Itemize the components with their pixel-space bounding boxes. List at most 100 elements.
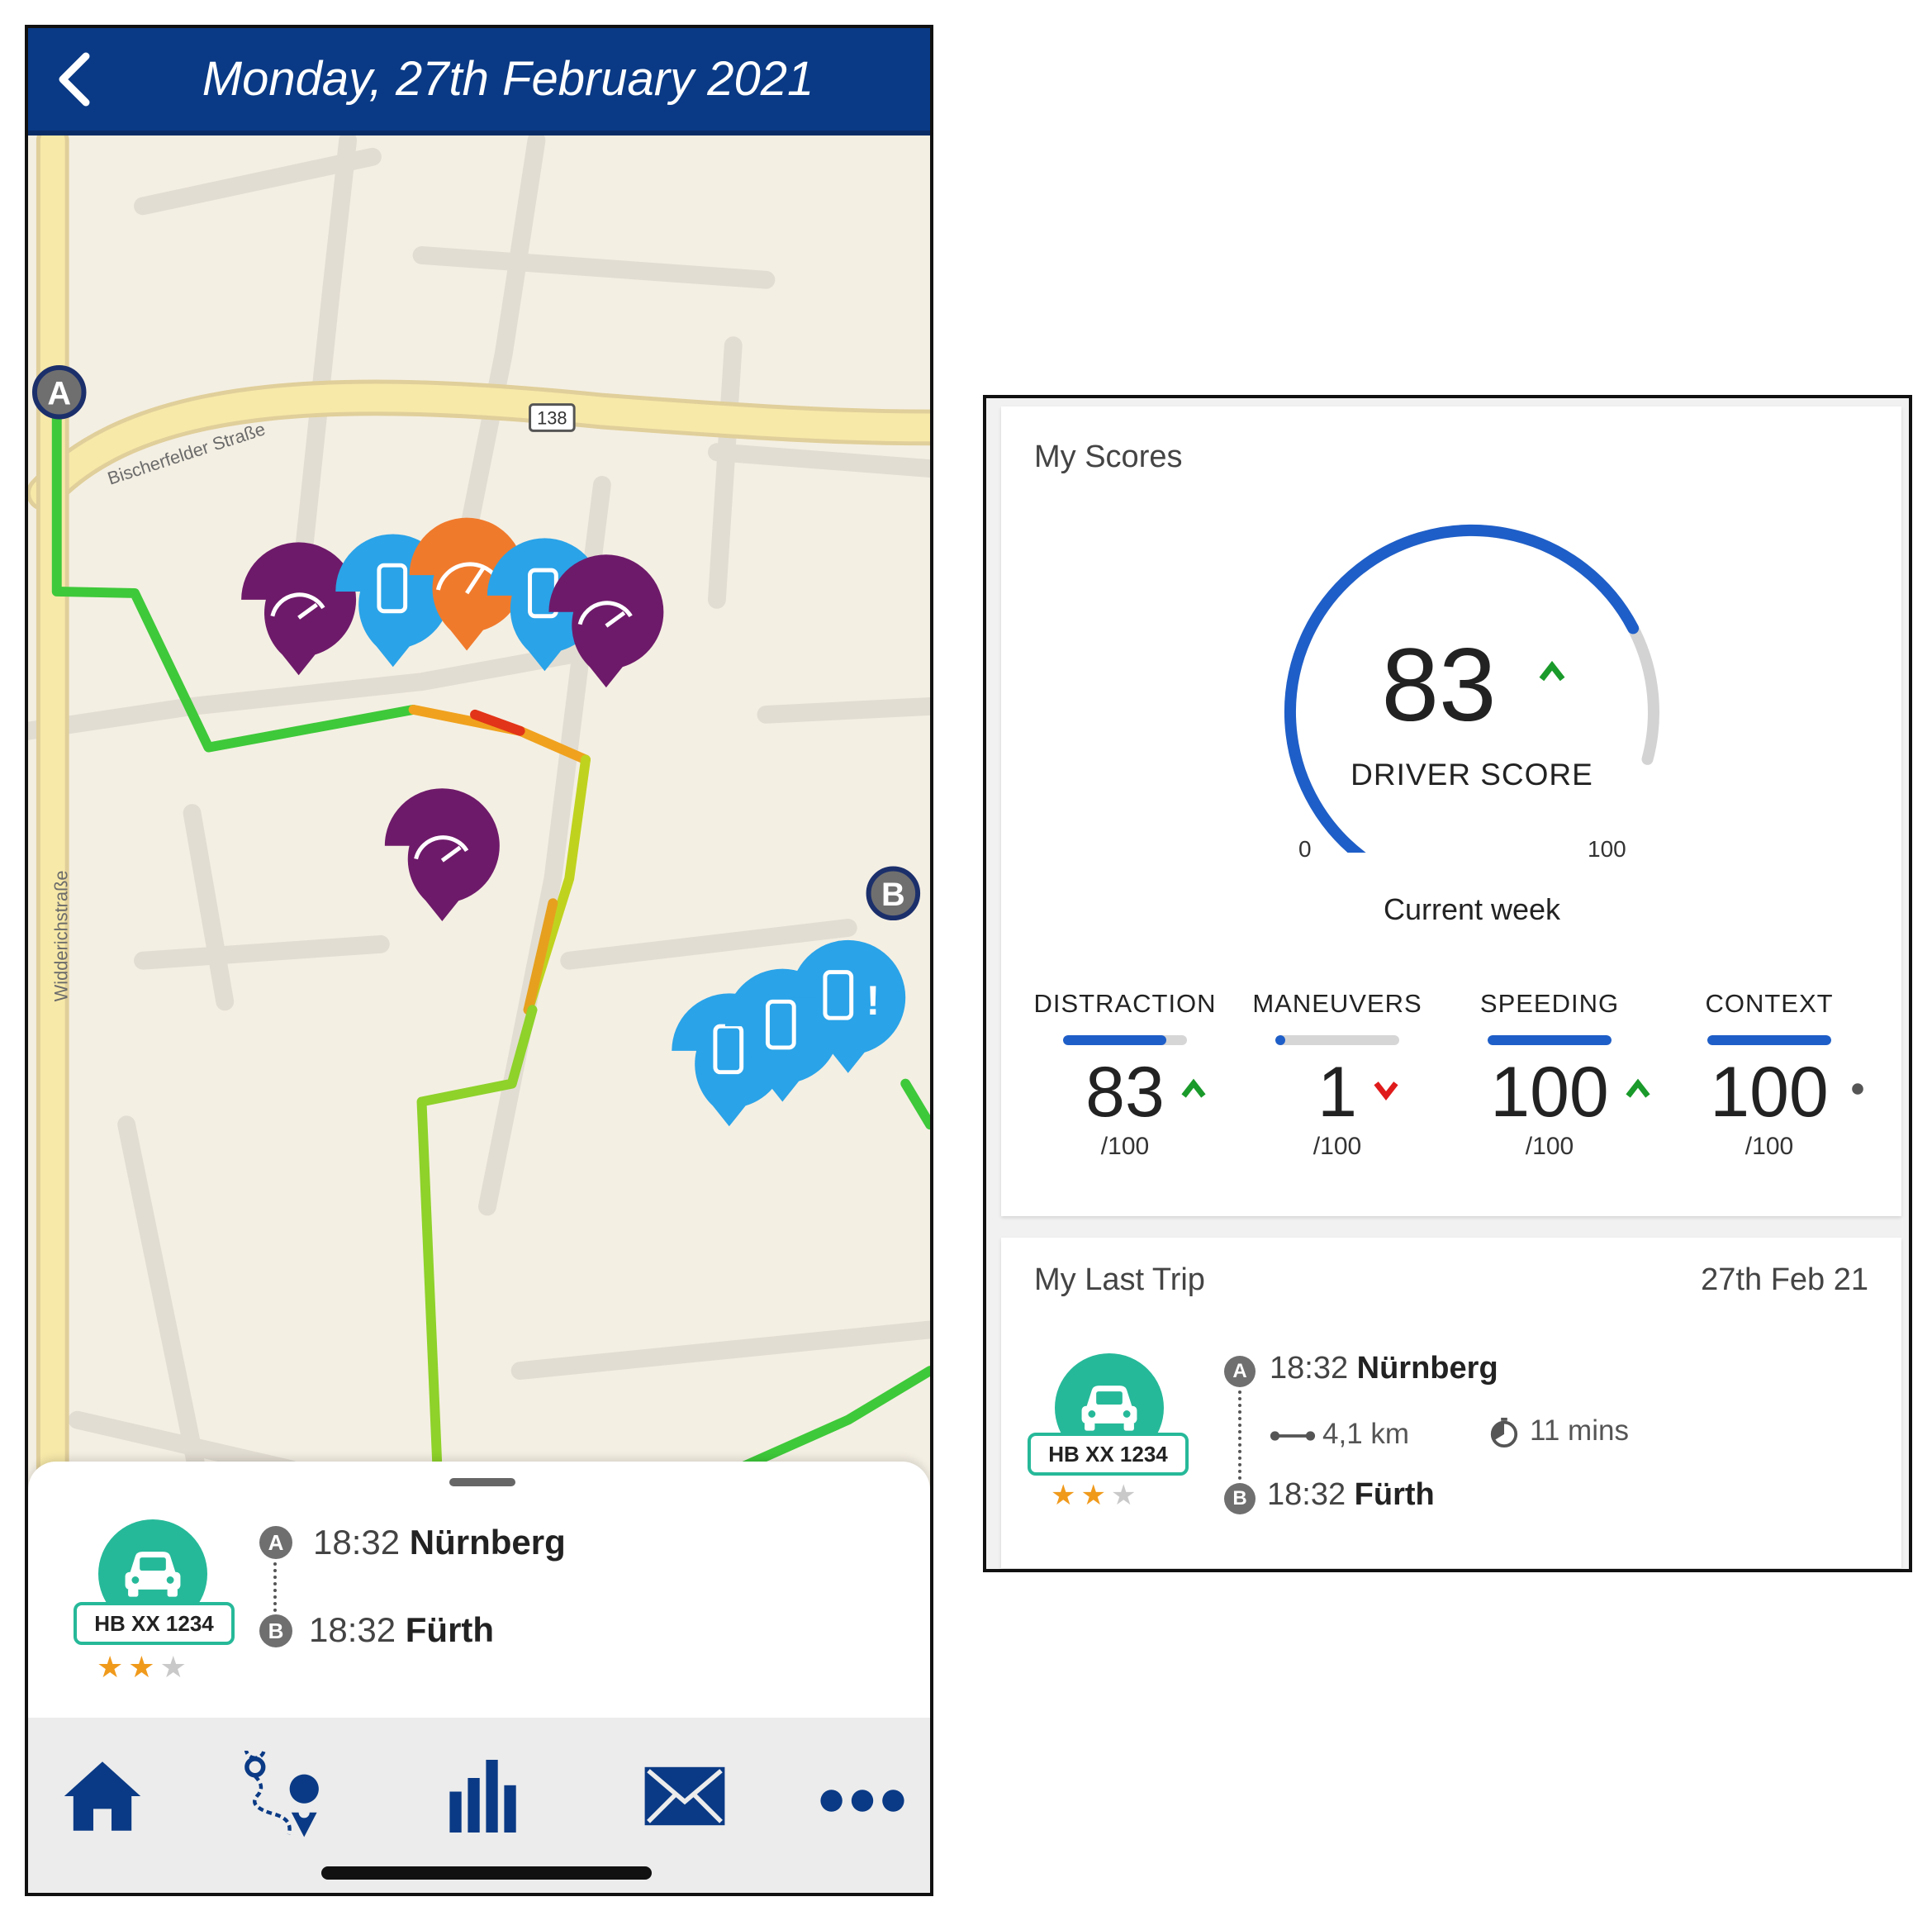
driver-score-number: 83 (1381, 628, 1497, 743)
start-badge: A (1224, 1356, 1256, 1387)
gauge-min-label: 0 (1298, 836, 1312, 862)
trip-route (51, 385, 930, 1490)
start-marker[interactable]: A (31, 364, 87, 420)
star-filled-icon: ★ (97, 1650, 129, 1684)
home-indicator[interactable] (321, 1866, 652, 1880)
route-shield-number: 138 (537, 407, 567, 428)
my-scores-card[interactable]: My Scores 83 DRIVER SCORE 0 100 Current … (1001, 406, 1901, 1216)
trip-summary-sheet[interactable]: HB XX 1234 ★★★ A B 18:32 Nürnberg 18:32 … (28, 1462, 930, 1718)
end-badge: B (259, 1614, 292, 1647)
trip-end-time: 18:32 (309, 1610, 396, 1649)
metric-distraction[interactable]: DISTRACTION 83 /100 (1018, 989, 1232, 1161)
trip-end: 18:32 Fürth (309, 1610, 494, 1650)
start-marker-label: A (47, 376, 71, 412)
home-icon[interactable] (57, 1751, 148, 1842)
trend-up-icon (1626, 1078, 1650, 1098)
trip-distance: 4,1 km (1270, 1418, 1409, 1451)
car-icon (125, 1552, 181, 1597)
license-plate: HB XX 1234 (74, 1602, 235, 1645)
metric-progress-fill (1275, 1035, 1285, 1045)
metric-context[interactable]: CONTEXT 100 /100 (1662, 989, 1877, 1161)
metric-maneuvers[interactable]: MANEUVERS 1 /100 (1230, 989, 1445, 1161)
route-icon[interactable] (239, 1751, 330, 1842)
back-button[interactable] (46, 46, 104, 112)
trip-end-time: 18:32 (1267, 1477, 1346, 1512)
metric-progress-fill (1707, 1035, 1831, 1045)
card-title: My Last Trip (1034, 1262, 1205, 1297)
trip-end-place: Fürth (1354, 1477, 1435, 1512)
metric-max: /100 (1100, 1133, 1150, 1160)
metric-label: CONTEXT (1705, 989, 1834, 1018)
metric-value-number: 100 (1490, 1053, 1609, 1132)
metric-value: 83 (1085, 1057, 1206, 1128)
speed-warning-icon[interactable] (409, 517, 525, 651)
trip-duration-value: 11 mins (1530, 1414, 1629, 1447)
metric-progress-fill (1063, 1035, 1166, 1045)
minor-streets (28, 135, 930, 1490)
route-shield: 138 (529, 403, 576, 432)
trip-map[interactable]: Bischerfelder Straße Widderichstraße 138 (28, 135, 930, 1490)
trip-start: 18:32 Nürnberg (1270, 1351, 1498, 1386)
phone-alert-mark: ! (866, 977, 881, 1024)
trip-rating: ★★★ (97, 1650, 192, 1685)
end-marker-label: B (881, 877, 905, 913)
metric-max: /100 (1525, 1133, 1574, 1160)
metric-progress (1488, 1035, 1612, 1045)
trip-start-time: 18:32 (313, 1523, 401, 1562)
star-filled-icon: ★ (128, 1650, 160, 1684)
driver-score-gauge (1284, 525, 1659, 853)
gauge-fill (1284, 525, 1640, 853)
star-filled-icon: ★ (1080, 1480, 1111, 1511)
metric-speeding[interactable]: SPEEDING 100 /100 (1442, 989, 1657, 1161)
metric-value-number: 1 (1317, 1053, 1357, 1132)
phone-alert-icon[interactable]: ! (790, 939, 906, 1073)
trip-duration: 11 mins (1488, 1414, 1629, 1448)
trip-rating: ★★★ (1051, 1479, 1141, 1512)
gauge-max-label: 100 (1588, 836, 1626, 862)
page-title: Monday, 27th February 2021 (202, 52, 814, 106)
trend-neutral-icon (1851, 1083, 1863, 1095)
bottom-nav (28, 1718, 930, 1893)
last-trip-card[interactable]: My Last Trip 27th Feb 21 HB XX 1234 ★★★ … (1001, 1238, 1901, 1568)
event-markers[interactable]: ! (241, 517, 906, 1127)
trip-distance-value: 4,1 km (1322, 1418, 1410, 1450)
metric-label: MANEUVERS (1252, 989, 1422, 1018)
metric-value-number: 83 (1085, 1053, 1165, 1132)
trip-start-place: Nürnberg (1356, 1351, 1498, 1386)
card-title: My Scores (1034, 440, 1183, 474)
mail-icon[interactable] (631, 1751, 738, 1842)
statistics-icon[interactable] (437, 1751, 528, 1842)
phone-screen: Monday, 27th February 2021 (25, 25, 933, 1896)
speedometer-icon[interactable] (548, 554, 664, 688)
sheet-drag-handle[interactable] (449, 1478, 515, 1486)
more-icon[interactable] (817, 1751, 908, 1842)
trend-down-icon (1374, 1081, 1398, 1101)
speedometer-icon[interactable] (384, 788, 500, 922)
end-marker[interactable]: B (866, 866, 921, 921)
metric-value: 100 (1490, 1057, 1650, 1128)
street-label: Widderichstraße (51, 870, 72, 1001)
trend-up-icon (1539, 660, 1565, 682)
metric-progress (1275, 1035, 1399, 1045)
timer-icon (1490, 1417, 1518, 1448)
trip-date: 27th Feb 21 (1701, 1262, 1868, 1297)
trip-end-place: Fürth (405, 1610, 495, 1649)
trip-start-time: 18:32 (1270, 1351, 1349, 1386)
driver-score-value: 83 (1315, 634, 1565, 737)
metric-value-number: 100 (1710, 1053, 1829, 1132)
trip-start-place: Nürnberg (409, 1523, 566, 1562)
score-period: Current week (1383, 892, 1561, 926)
metric-label: DISTRACTION (1033, 989, 1217, 1018)
speedometer-icon[interactable] (241, 542, 357, 676)
phone-icon[interactable] (724, 968, 840, 1102)
trip-end: 18:32 Fürth (1267, 1477, 1435, 1513)
end-badge: B (1224, 1483, 1256, 1514)
start-badge: A (259, 1526, 292, 1559)
metric-value: 100 (1710, 1057, 1863, 1128)
metric-max: /100 (1313, 1133, 1362, 1160)
trip-connector (1238, 1390, 1241, 1480)
main-roads (28, 135, 930, 1490)
app-header: Monday, 27th February 2021 (28, 28, 930, 135)
metric-max: /100 (1744, 1133, 1794, 1160)
score-panel: My Scores 83 DRIVER SCORE 0 100 Current … (983, 395, 1912, 1572)
